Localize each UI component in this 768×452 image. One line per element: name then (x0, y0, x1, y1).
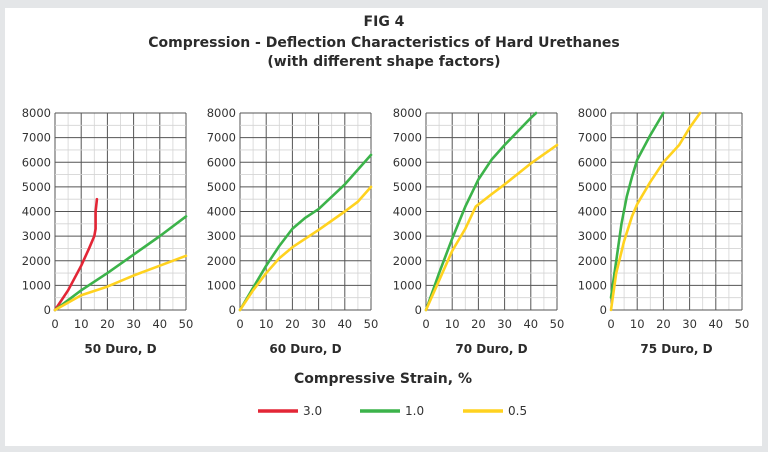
y-tick-label: 4000 (578, 205, 607, 219)
y-tick-label: 6000 (207, 155, 236, 169)
y-tick-label: 8000 (22, 106, 51, 120)
y-tick-label: 0 (44, 303, 51, 317)
y-tick-label: 5000 (578, 180, 607, 194)
y-tick-label: 5000 (393, 180, 422, 194)
y-tick-label: 4000 (393, 205, 422, 219)
x-axis-label: 75 Duro, D (640, 342, 712, 356)
y-tick-label: 3000 (207, 229, 236, 243)
y-tick-label: 3000 (22, 229, 51, 243)
y-tick-label: 2000 (207, 254, 236, 268)
y-tick-label: 5000 (207, 180, 236, 194)
series-line-3.0 (53, 197, 99, 312)
series-line-0.5 (53, 254, 188, 312)
y-tick-label: 1000 (22, 278, 51, 292)
x-axis-label: 50 Duro, D (84, 342, 156, 356)
series-line-0.5 (424, 143, 559, 312)
y-tick-label: 1000 (207, 278, 236, 292)
series-line-1.0 (424, 111, 538, 312)
x-axis-label: 70 Duro, D (455, 342, 527, 356)
y-tick-label: 1000 (393, 278, 422, 292)
y-tick-label: 8000 (393, 106, 422, 120)
x-tick-label: 0 (422, 317, 429, 331)
x-tick-label: 30 (126, 317, 141, 331)
x-tick-label: 40 (523, 317, 538, 331)
x-tick-label: 20 (656, 317, 671, 331)
series-line-1.0 (609, 111, 665, 299)
y-tick-label: 5000 (22, 180, 51, 194)
series-line-0.5 (238, 185, 373, 312)
y-tick-label: 4000 (22, 205, 51, 219)
figure-subtitle: Compression - Deflection Characteristics… (148, 35, 620, 51)
subplot-4: 0 10 20 30 40 50 0 1000 2000 3000 4000 5000 6000 7000… (578, 106, 750, 356)
y-tick-label: 6000 (393, 155, 422, 169)
y-tick-label: 2000 (22, 254, 51, 268)
x-tick-label: 20 (471, 317, 486, 331)
x-tick-label: 50 (364, 317, 379, 331)
legend-label: 3.0 (303, 404, 322, 418)
y-tick-label: 0 (600, 303, 607, 317)
subplots: 0 10 20 30 40 5001000200030004000500060007000… (22, 106, 750, 356)
y-tick-label: 7000 (207, 131, 236, 145)
series-line-1.0 (238, 153, 373, 312)
series-line-0.5 (609, 111, 702, 312)
x-tick-label: 40 (708, 317, 723, 331)
y-tick-label: 7000 (22, 131, 51, 145)
x-tick-label: 50 (550, 317, 565, 331)
x-tick-label: 30 (497, 317, 512, 331)
y-tick-label: 7000 (578, 131, 607, 145)
x-tick-label: 30 (311, 317, 326, 331)
y-tick-label: 1000 (578, 278, 607, 292)
subplot-3: 0 10 20 30 40 50 0 1000 2000 3000 4000 5000 6000 7000… (393, 106, 565, 356)
y-tick-label: 4000 (207, 205, 236, 219)
x-tick-label: 10 (259, 317, 274, 331)
x-tick-label: 0 (236, 317, 243, 331)
series-line-1.0 (53, 215, 188, 312)
x-tick-label: 10 (445, 317, 460, 331)
x-tick-label: 20 (285, 317, 300, 331)
x-tick-label: 40 (337, 317, 352, 331)
legend-label: 1.0 (405, 404, 424, 418)
y-tick-label: 8000 (207, 106, 236, 120)
x-axis-label: 60 Duro, D (269, 342, 341, 356)
x-tick-label: 10 (74, 317, 89, 331)
legend: 3.0 1.0 0.5 (258, 404, 527, 418)
figure-title: FIG 4 (364, 14, 405, 30)
y-tick-label: 2000 (578, 254, 607, 268)
y-tick-label: 0 (229, 303, 236, 317)
x-tick-label: 10 (630, 317, 645, 331)
x-tick-label: 20 (100, 317, 115, 331)
legend-label: 0.5 (508, 404, 527, 418)
x-tick-label: 0 (607, 317, 614, 331)
y-tick-label: 2000 (393, 254, 422, 268)
x-tick-label: 40 (152, 317, 167, 331)
y-tick-label: 7000 (393, 131, 422, 145)
y-tick-label: 0 (415, 303, 422, 317)
y-tick-label: 6000 (22, 155, 51, 169)
x-tick-label: 50 (179, 317, 194, 331)
subplot-1: 0 10 20 30 40 50 0 1000 2000 3000 4000 5000 6000 7000… (22, 106, 194, 356)
y-tick-label: 3000 (393, 229, 422, 243)
shared-x-axis-label: Compressive Strain, % (294, 371, 472, 387)
y-tick-label: 3000 (578, 229, 607, 243)
x-tick-label: 50 (735, 317, 750, 331)
x-tick-label: 0 (51, 317, 58, 331)
subplot-2: 0 10 20 30 40 50 0 1000 2000 3000 4000 5000 6000 7000… (207, 106, 379, 356)
y-tick-label: 8000 (578, 106, 607, 120)
x-tick-label: 30 (682, 317, 697, 331)
figure-subtitle-2: (with different shape factors) (267, 54, 500, 70)
y-tick-label: 6000 (578, 155, 607, 169)
